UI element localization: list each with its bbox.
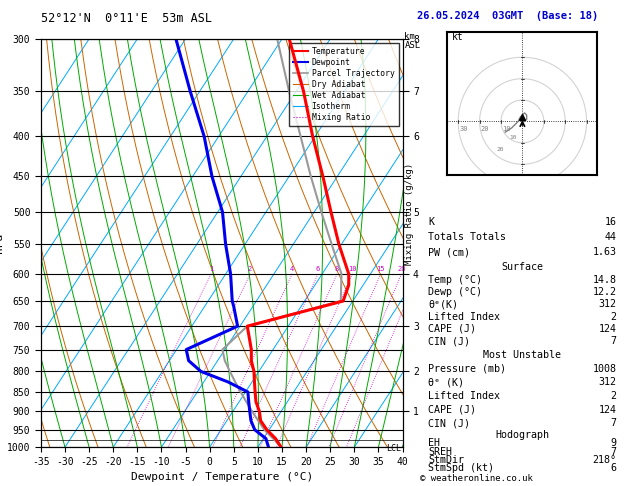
Legend: Temperature, Dewpoint, Parcel Trajectory, Dry Adiabat, Wet Adiabat, Isotherm, Mi: Temperature, Dewpoint, Parcel Trajectory… [289, 43, 399, 126]
Text: 312: 312 [598, 378, 616, 387]
Text: Totals Totals: Totals Totals [428, 232, 506, 242]
Text: 14.8: 14.8 [593, 275, 616, 284]
Text: 124: 124 [598, 405, 616, 415]
Text: 20: 20 [481, 126, 489, 132]
Text: 8: 8 [335, 266, 339, 272]
Text: km
ASL: km ASL [404, 32, 421, 50]
Text: 1.63: 1.63 [593, 247, 616, 257]
Text: 10: 10 [509, 135, 517, 139]
Text: SREH: SREH [428, 447, 452, 457]
Text: 312: 312 [598, 299, 616, 309]
Text: Lifted Index: Lifted Index [428, 391, 500, 401]
Text: 1: 1 [209, 266, 213, 272]
Text: StmSpd (kt): StmSpd (kt) [428, 463, 494, 473]
Text: 7: 7 [610, 447, 616, 457]
Text: Surface: Surface [501, 262, 543, 272]
Text: 44: 44 [604, 232, 616, 242]
Text: PW (cm): PW (cm) [428, 247, 470, 257]
Text: CIN (J): CIN (J) [428, 336, 470, 347]
Text: 20: 20 [398, 266, 406, 272]
Text: 10: 10 [502, 126, 511, 132]
Text: CAPE (J): CAPE (J) [428, 405, 476, 415]
Text: 2: 2 [248, 266, 252, 272]
Text: Hodograph: Hodograph [496, 430, 549, 440]
Text: 7: 7 [610, 336, 616, 347]
Text: 6: 6 [610, 463, 616, 473]
X-axis label: Dewpoint / Temperature (°C): Dewpoint / Temperature (°C) [131, 472, 313, 483]
Text: 16: 16 [604, 217, 616, 226]
Text: 26.05.2024  03GMT  (Base: 18): 26.05.2024 03GMT (Base: 18) [417, 11, 598, 21]
Text: LCL: LCL [386, 445, 401, 453]
Text: 124: 124 [598, 324, 616, 334]
Text: θᵉ (K): θᵉ (K) [428, 378, 464, 387]
Text: 2: 2 [610, 312, 616, 322]
Text: © weatheronline.co.uk: © weatheronline.co.uk [420, 473, 533, 483]
Text: 20: 20 [497, 147, 504, 153]
Text: Most Unstable: Most Unstable [483, 350, 562, 360]
Text: 7: 7 [610, 418, 616, 428]
Text: θᵉ(K): θᵉ(K) [428, 299, 459, 309]
Text: Pressure (mb): Pressure (mb) [428, 364, 506, 374]
Y-axis label: hPa: hPa [0, 233, 4, 253]
Text: 52°12'N  0°11'E  53m ASL: 52°12'N 0°11'E 53m ASL [41, 12, 212, 25]
Text: EH: EH [428, 438, 440, 449]
Text: K: K [428, 217, 435, 226]
Text: Lifted Index: Lifted Index [428, 312, 500, 322]
Text: 10: 10 [348, 266, 357, 272]
Text: Mixing Ratio (g/kg): Mixing Ratio (g/kg) [405, 163, 414, 265]
Text: 15: 15 [376, 266, 385, 272]
Text: 6: 6 [316, 266, 320, 272]
Text: CIN (J): CIN (J) [428, 418, 470, 428]
Text: 2: 2 [610, 391, 616, 401]
Text: 12.2: 12.2 [593, 287, 616, 297]
Text: StmDir: StmDir [428, 455, 464, 465]
Text: kt: kt [452, 32, 464, 42]
Text: 9: 9 [610, 438, 616, 449]
Text: 30: 30 [459, 126, 468, 132]
Text: Temp (°C): Temp (°C) [428, 275, 482, 284]
Text: 1008: 1008 [593, 364, 616, 374]
Text: CAPE (J): CAPE (J) [428, 324, 476, 334]
Text: Dewp (°C): Dewp (°C) [428, 287, 482, 297]
Text: 218°: 218° [593, 455, 616, 465]
Text: 4: 4 [290, 266, 294, 272]
